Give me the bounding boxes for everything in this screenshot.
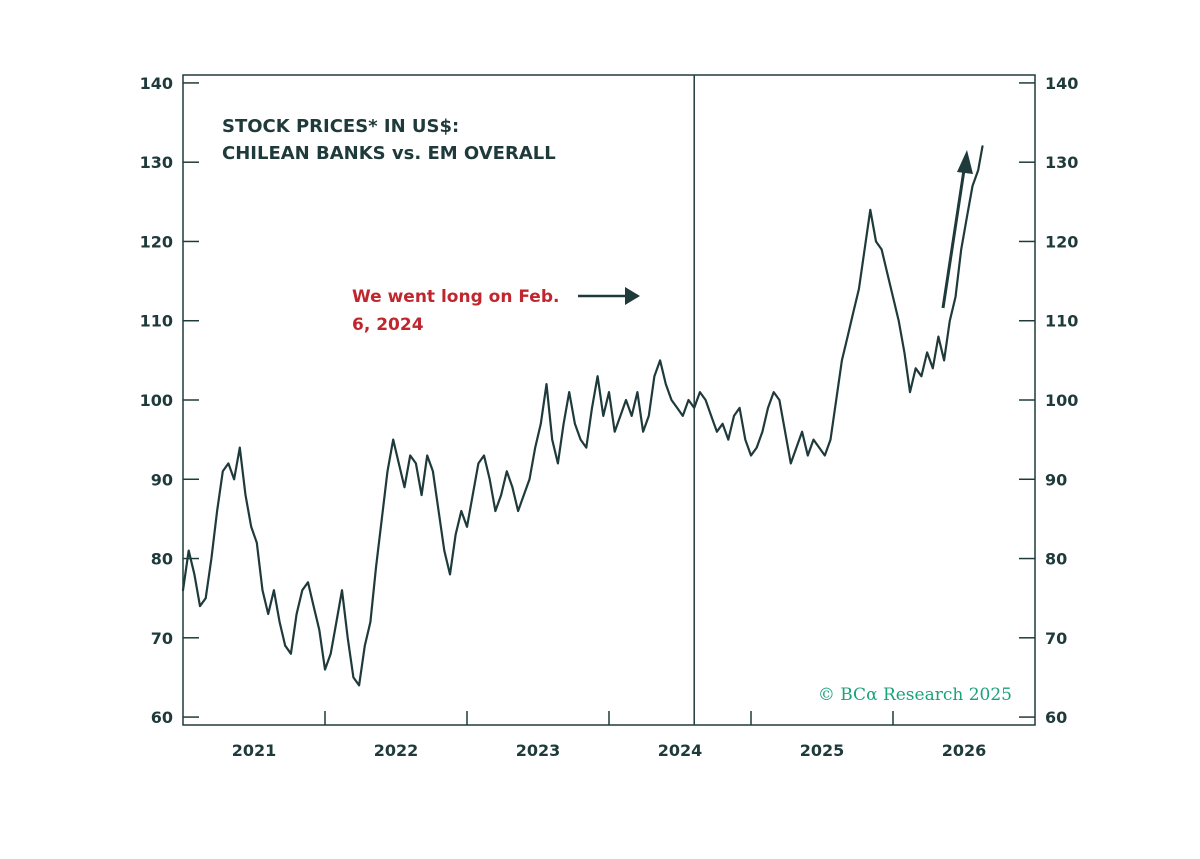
plot-frame <box>182 74 1036 726</box>
y-tick-label-right: 120 <box>1045 232 1078 251</box>
y-tick-label-left: 90 <box>151 470 173 489</box>
y-tick-label-right: 110 <box>1045 312 1078 331</box>
y-tick-label-left: 60 <box>151 708 173 727</box>
y-tick-label-left: 80 <box>151 550 173 569</box>
y-tick-label-right: 100 <box>1045 391 1078 410</box>
x-tick-label: 2025 <box>800 741 845 760</box>
y-tick-label-left: 110 <box>140 312 173 331</box>
y-tick-label-left: 120 <box>140 232 173 251</box>
x-tick-label: 2026 <box>942 741 987 760</box>
y-tick-label-right: 70 <box>1045 629 1067 648</box>
y-tick-label-left: 70 <box>151 629 173 648</box>
y-tick-label-right: 140 <box>1045 74 1078 93</box>
copyright-text: © BCα Research 2025 <box>818 685 1012 705</box>
y-tick-label-left: 100 <box>140 391 173 410</box>
trend-arrow <box>941 150 973 309</box>
annotation-line-1: We went long on Feb. <box>352 287 559 307</box>
series-line <box>181 145 984 687</box>
y-tick-label-left: 130 <box>140 153 173 172</box>
annotation-arrow <box>578 287 640 305</box>
y-tick-label-right: 90 <box>1045 470 1067 489</box>
y-tick-label-right: 130 <box>1045 153 1078 172</box>
y-axis-right: 60 70 80 90 100 110 120 130 140 <box>1019 74 1078 727</box>
y-tick-label-left: 140 <box>140 74 173 93</box>
x-tick-label: 2023 <box>516 741 561 760</box>
x-tick-label: 2021 <box>232 741 277 760</box>
annotation-line-2: 6, 2024 <box>352 315 424 335</box>
x-axis: 2021 2022 2023 2024 2025 2026 <box>232 711 987 760</box>
x-tick-label: 2022 <box>374 741 419 760</box>
chart-title-line-2: CHILEAN BANKS vs. EM OVERALL <box>222 143 556 164</box>
y-tick-label-right: 60 <box>1045 708 1067 727</box>
y-tick-label-right: 80 <box>1045 550 1067 569</box>
chart-title-line-1: STOCK PRICES* IN US$: <box>222 116 459 137</box>
y-axis-left: 60 70 80 90 100 110 120 130 140 <box>140 74 199 727</box>
x-tick-label: 2024 <box>658 741 703 760</box>
